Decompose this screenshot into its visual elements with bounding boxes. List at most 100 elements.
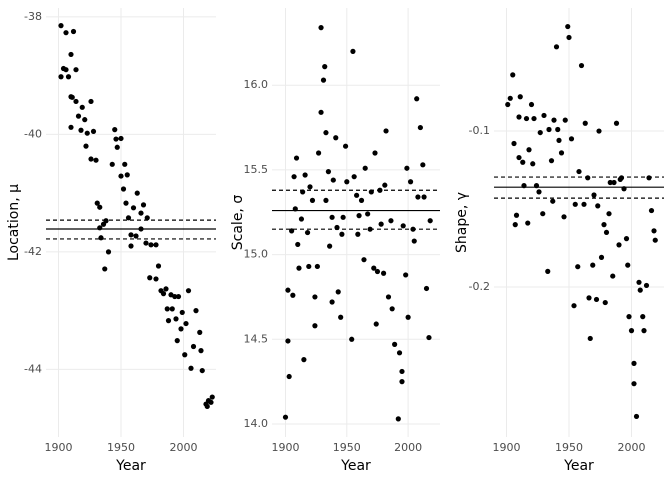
point [183,320,189,327]
point [148,242,154,248]
point [123,200,129,206]
point [571,303,577,309]
point [587,335,593,342]
point [546,126,552,133]
point [556,137,562,143]
point [178,326,184,332]
point [551,117,557,123]
point [361,257,367,263]
point [179,309,185,316]
point [383,128,389,134]
point [631,381,637,387]
point [389,306,395,312]
point [102,266,108,272]
point [118,173,124,179]
point [537,129,543,136]
y-tick-label: -40 [24,127,42,140]
point [351,174,357,180]
point [507,95,513,101]
point [536,189,542,195]
x-tick-label: 1950 [333,441,361,454]
point [555,126,561,133]
point [318,25,324,31]
point [344,179,350,185]
point [385,294,392,300]
point [427,218,433,224]
point [354,192,360,198]
point [590,262,596,268]
point [512,222,518,228]
point [93,157,99,163]
point [395,416,401,422]
point [290,292,296,298]
point [648,207,655,214]
point [78,127,84,133]
point [367,226,373,232]
point [613,120,620,126]
y-tick-label: 14.5 [244,332,269,345]
point [548,158,555,164]
point [293,155,300,161]
point [541,112,547,119]
point [153,242,159,248]
point [182,352,188,358]
point [637,287,643,293]
point [602,299,608,306]
point [372,150,378,156]
point [140,202,147,208]
point [652,237,658,243]
point [626,314,632,320]
y-tick-label: 16.0 [244,78,269,91]
point [138,210,144,216]
point [120,186,127,192]
point [565,23,571,30]
point [550,198,556,204]
point [289,228,295,234]
point [327,243,333,249]
point [198,348,204,354]
point [312,294,318,300]
point [558,150,565,156]
point [185,288,192,294]
point [190,343,197,350]
point [530,161,536,167]
point [636,279,642,285]
point [355,231,361,237]
x-tick-label: 2000 [170,441,198,454]
point [651,228,657,234]
point [505,101,511,108]
point [575,264,581,270]
point [342,143,349,149]
point [103,218,109,224]
point [618,175,625,181]
point [88,156,94,162]
point [520,159,526,165]
point [82,117,88,123]
point [641,328,647,334]
point [335,289,341,295]
point [155,263,162,269]
point [562,117,568,123]
point [611,179,617,186]
point [545,268,551,274]
point [334,224,340,231]
point [521,183,527,189]
point [318,109,324,115]
point [320,77,327,83]
point [607,179,613,186]
point [160,291,167,297]
point [165,318,172,324]
point [528,101,535,108]
y-tick-label: -38 [24,10,42,23]
point [118,135,124,142]
point [144,215,150,221]
y-tick-label: -42 [24,245,42,258]
point [405,314,411,320]
point [526,147,532,153]
point [339,231,345,237]
point [606,211,612,217]
point [533,183,540,189]
point [79,104,85,110]
point [73,98,79,105]
